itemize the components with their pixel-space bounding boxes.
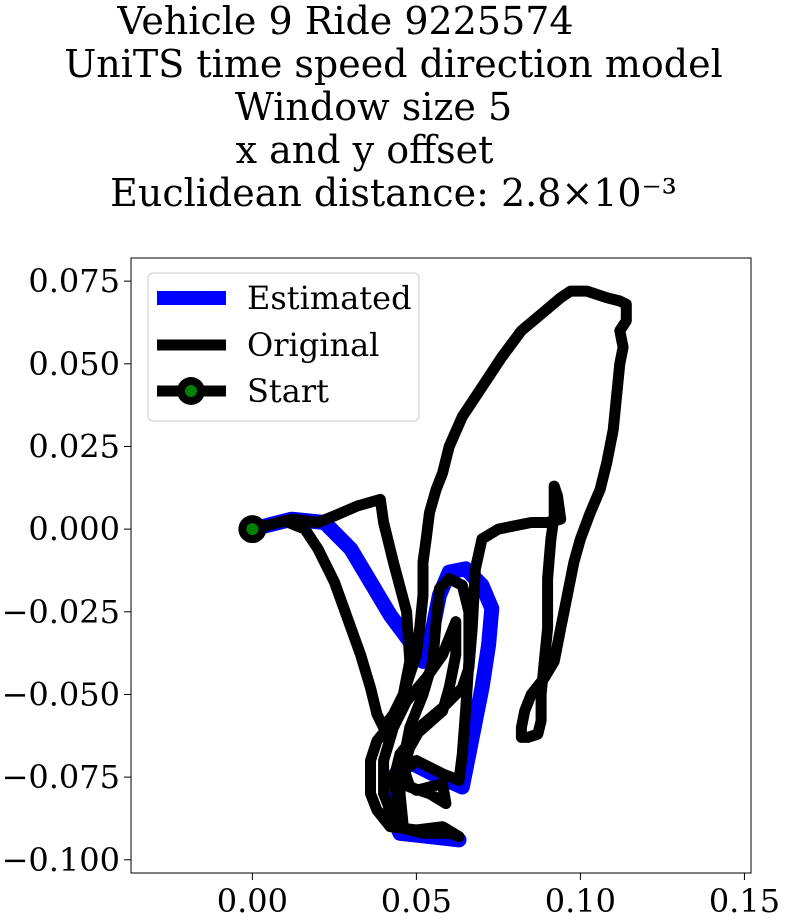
y-tick-label: 0.050 [28,345,120,383]
start-marker-inner [246,523,259,536]
legend-label-estimated: Estimated [247,279,412,317]
y-tick-label: −0.100 [2,841,120,879]
x-tick-label: 0.15 [709,882,780,920]
x-tick-label: 0.05 [381,882,452,920]
title-line-3: Window size 5 [234,85,513,129]
axis-ticks: 0.00 0.05 0.10 0.15 0.075 0.050 0.025 0.000 −0.0… [2,262,780,920]
legend: Estimated Original Start [147,272,420,422]
y-tick-label: −0.050 [2,675,120,713]
title-line-4: x and y offset [235,128,494,172]
x-tick-label: 0.00 [217,882,288,920]
title-line-5: Euclidean distance: 2.8×10⁻³ [110,171,677,215]
legend-box [147,272,420,422]
legend-label-original: Original [247,326,379,364]
axes-frame [130,257,752,874]
title-line-2: UniTS time speed direction model [64,42,723,86]
legend-label-start: Start [247,372,329,410]
y-tick-label: −0.075 [2,758,120,796]
series-original-line [246,285,632,843]
y-tick-label: 0.000 [28,510,120,548]
y-tick-label: 0.075 [28,262,120,300]
legend-start-marker-inner [185,385,197,397]
x-tick-label: 0.10 [545,882,616,920]
chart-title: Vehicle 9 Ride 9225574 UniTS time speed … [0,0,787,215]
title-line-1: Vehicle 9 Ride 9225574 [117,0,574,43]
y-tick-label: −0.025 [2,593,120,631]
y-tick-label: 0.025 [28,427,120,465]
